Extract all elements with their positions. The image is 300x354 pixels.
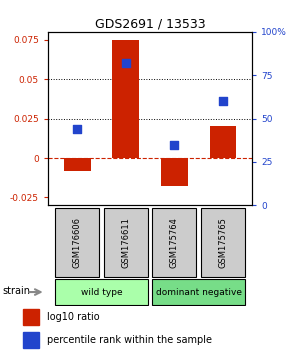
Bar — [152, 208, 196, 277]
Text: log10 ratio: log10 ratio — [47, 312, 100, 322]
Text: GSM176611: GSM176611 — [121, 217, 130, 268]
Text: wild type: wild type — [81, 287, 122, 297]
Bar — [55, 279, 148, 305]
Point — [75, 126, 80, 132]
Point — [172, 142, 177, 147]
Text: GSM176606: GSM176606 — [73, 217, 82, 268]
Bar — [209, 126, 236, 158]
Point — [123, 60, 128, 66]
Bar — [23, 332, 39, 348]
Bar — [104, 208, 148, 277]
Text: percentile rank within the sample: percentile rank within the sample — [47, 335, 212, 346]
Bar — [55, 208, 99, 277]
Bar — [64, 158, 91, 171]
Bar — [112, 40, 139, 158]
Point — [220, 98, 225, 104]
Bar — [152, 279, 245, 305]
Bar — [201, 208, 245, 277]
Text: dominant negative: dominant negative — [156, 287, 242, 297]
Bar — [161, 158, 188, 187]
Title: GDS2691 / 13533: GDS2691 / 13533 — [95, 18, 205, 31]
Text: GSM175765: GSM175765 — [218, 217, 227, 268]
Text: GSM175764: GSM175764 — [170, 217, 179, 268]
Text: strain: strain — [2, 286, 30, 296]
Bar — [23, 309, 39, 325]
